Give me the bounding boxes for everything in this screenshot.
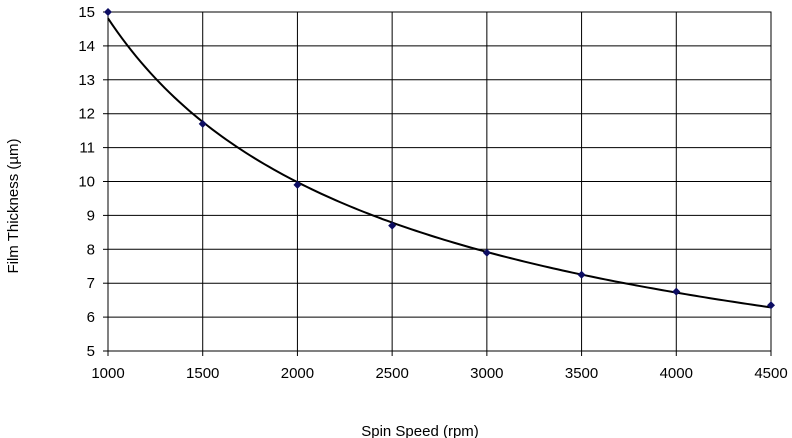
- x-tick-label: 3000: [470, 365, 503, 382]
- y-tick-label: 8: [87, 241, 95, 258]
- y-tick-label: 12: [78, 106, 95, 123]
- y-tick-label: 13: [78, 72, 95, 89]
- data-markers: [104, 8, 775, 310]
- x-tick-label: 4000: [660, 365, 693, 382]
- y-axis-title: Film Thickness (µm): [5, 138, 22, 273]
- x-tick-label: 2500: [375, 365, 408, 382]
- data-point: [388, 221, 397, 230]
- data-point: [577, 270, 586, 279]
- y-tick-label: 5: [87, 343, 95, 360]
- y-tick-label: 15: [78, 4, 95, 21]
- x-tick-label: 3500: [565, 365, 598, 382]
- y-tick-label: 10: [78, 174, 95, 191]
- gridlines: [108, 12, 771, 351]
- x-axis-title: Spin Speed (rpm): [361, 423, 479, 438]
- data-point: [672, 287, 681, 296]
- data-point: [104, 8, 112, 16]
- y-tick-labels: 5 6 7 8 9 10 11 12 13 14 15: [78, 4, 95, 360]
- x-tick-label: 1500: [186, 365, 219, 382]
- y-tick-label: 6: [87, 309, 95, 326]
- data-point: [293, 180, 302, 189]
- x-tick-label: 2000: [281, 365, 314, 382]
- y-tick-label: 9: [87, 207, 95, 224]
- x-tick-labels: 1000 1500 2000 2500 3000 3500 4000 4500: [91, 365, 787, 382]
- y-tick-label: 11: [79, 140, 95, 157]
- data-point: [482, 248, 491, 257]
- data-point: [198, 119, 207, 128]
- x-tick-label: 4500: [754, 365, 787, 382]
- data-point: [767, 301, 775, 310]
- trend-curve: [107, 17, 772, 309]
- y-tick-label: 14: [78, 38, 95, 55]
- x-tick-label: 1000: [91, 365, 124, 382]
- y-tick-label: 7: [87, 275, 95, 292]
